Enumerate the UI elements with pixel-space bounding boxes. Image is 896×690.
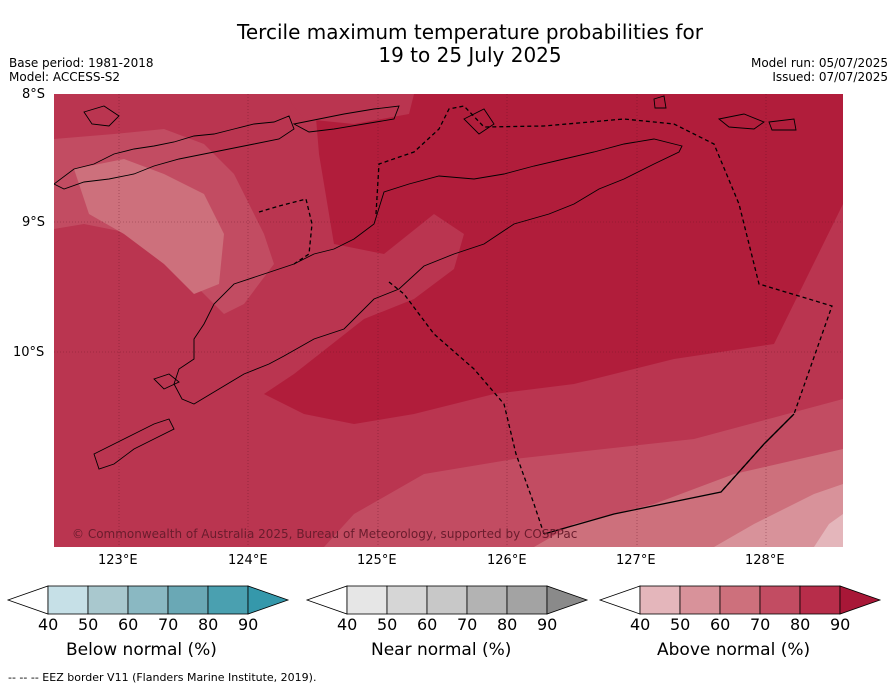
wetar-coastline: [717, 113, 765, 130]
small-island-1: [83, 105, 120, 127]
lon-label-123e: 123°E: [98, 553, 138, 568]
lat-label-9s: 9°S: [22, 215, 46, 230]
colorbar-below-segment: [167, 585, 209, 615]
band-40-50-corner: [814, 514, 843, 547]
colorbar-near-tick: 40: [337, 615, 358, 634]
colorbar-above-tick: 70: [750, 615, 771, 634]
band-60-70-west: [74, 159, 224, 294]
colorbar-near-segment: [506, 585, 548, 615]
map-title-line2: 19 to 25 July 2025: [378, 43, 562, 67]
east-island-coastline: [768, 118, 797, 131]
colorbar-above-high-extend: [839, 585, 882, 615]
lon-label-127e: 127°E: [616, 553, 656, 568]
colorbar-above-low-extend: [598, 585, 641, 615]
colorbar-above-segment: [759, 585, 801, 615]
coastlines: [54, 95, 797, 470]
colorbar-near-segment: [386, 585, 428, 615]
eez-border-solid: [543, 413, 795, 535]
colorbar-below-tick: 40: [38, 615, 59, 634]
lat-label-8s: 8°S: [22, 87, 46, 102]
copyright-notice: © Commonwealth of Australia 2025, Bureau…: [72, 527, 577, 541]
colorbar-near-tick: 90: [537, 615, 558, 634]
colorbar-above-segment: [639, 585, 681, 615]
colorbar-below-high-extend: [247, 585, 290, 615]
colorbar-near-tick: 70: [457, 615, 478, 634]
colorbar-below-segment: [47, 585, 89, 615]
colorbar-near-low-extend: [305, 585, 348, 615]
colorbar-label-above: Above normal (%): [657, 640, 811, 660]
lon-label-125e: 125°E: [357, 553, 397, 568]
lon-label-126e: 126°E: [487, 553, 527, 568]
timor-coastline: [173, 138, 683, 405]
colorbar-below-tick: 80: [198, 615, 219, 634]
colorbar-label-near: Near normal (%): [371, 640, 512, 660]
colorbar-label-below: Below normal (%): [66, 640, 217, 660]
lon-label-124e: 124°E: [228, 553, 268, 568]
savu-coastline: [153, 373, 180, 390]
colorbar-above-tick: 90: [830, 615, 851, 634]
colorbar-near-segment: [466, 585, 508, 615]
colorbar-above-tick: 80: [790, 615, 811, 634]
colorbar-above-tick: 50: [670, 615, 691, 634]
colorbar-below-tick: 70: [158, 615, 179, 634]
colorbars: [6, 585, 882, 615]
colorbar-near-tick: 60: [417, 615, 438, 634]
colorbar-below-tick: 90: [238, 615, 259, 634]
colorbar-above-tick: 40: [630, 615, 651, 634]
north-islands-coastline: [54, 115, 295, 190]
colorbar-below-tick: 50: [78, 615, 99, 634]
colorbar-near-segment: [346, 585, 388, 615]
model-run-date: Model run: 05/07/2025: [750, 56, 888, 70]
eez-footnote: -- -- -- EEZ border V11 (Flanders Marine…: [8, 671, 317, 684]
gridlines: [54, 94, 843, 547]
small-island-2: [463, 108, 495, 135]
colorbar-below-segment: [127, 585, 169, 615]
band-50-60-southeast: [714, 484, 843, 547]
colorbar-below-segment: [207, 585, 249, 615]
lon-label-128e: 128°E: [745, 553, 785, 568]
issued-date: Issued: 07/07/2025: [772, 70, 888, 84]
base-period: Base period: 1981-2018: [9, 56, 154, 70]
lat-label-10s: 10°S: [13, 345, 45, 360]
alor-coastline: [292, 105, 400, 133]
colorbar-above-segment: [719, 585, 761, 615]
colorbar-near-tick: 50: [377, 615, 398, 634]
colorbar-above-segment: [799, 585, 841, 615]
colorbar-below-tick: 60: [118, 615, 139, 634]
colorbar-near-segment: [426, 585, 468, 615]
probability-map: © Commonwealth of Australia 2025, Bureau…: [54, 94, 843, 547]
colorbar-near-high-extend: [546, 585, 589, 615]
band-80-90-north: [284, 94, 414, 124]
rote-coastline: [93, 418, 175, 470]
colorbar-below-segment: [87, 585, 129, 615]
map-title-line1: Tercile maximum temperature probabilitie…: [237, 20, 703, 44]
colorbar-above-segment: [679, 585, 721, 615]
colorbar-above-tick: 60: [710, 615, 731, 634]
colorbar-near-tick: 80: [497, 615, 518, 634]
colorbar-below-low-extend: [6, 585, 49, 615]
model-name: Model: ACCESS-S2: [9, 70, 121, 84]
small-island-3: [653, 95, 667, 109]
eez-border: [258, 105, 833, 535]
